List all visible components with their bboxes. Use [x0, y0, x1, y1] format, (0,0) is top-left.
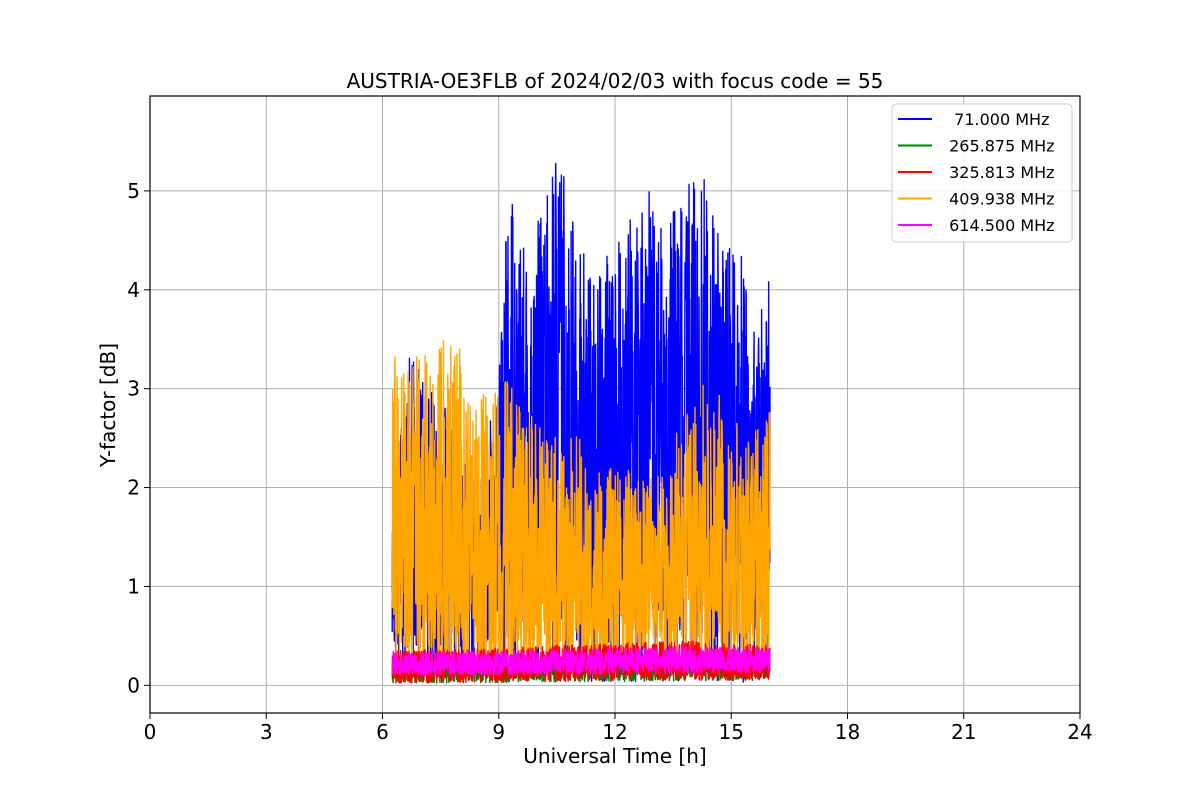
- legend-entry-2: 325.813 MHz: [944, 163, 1055, 182]
- x-tick-label: 3: [260, 720, 273, 744]
- y-tick-label: 3: [127, 377, 140, 401]
- y-axis-title: Y-factor [dB]: [96, 343, 120, 468]
- series-line-3: [391, 340, 771, 667]
- y-tick-label: 5: [127, 179, 140, 203]
- x-axis-title: Universal Time [h]: [523, 744, 706, 768]
- y-tick-label: 2: [127, 476, 140, 500]
- legend-entry-4: 614.500 MHz: [944, 216, 1055, 235]
- chart-title: AUSTRIA-OE3FLB of 2024/02/03 with focus …: [347, 69, 884, 93]
- y-tick-label: 1: [127, 574, 140, 598]
- x-tick-label: 0: [144, 720, 157, 744]
- legend-entry-1: 265.875 MHz: [944, 137, 1055, 156]
- x-tick-label: 15: [719, 720, 744, 744]
- x-tick-label: 6: [376, 720, 389, 744]
- legend-entry-0: 71.000 MHz: [944, 110, 1049, 129]
- x-tick-label: 9: [492, 720, 505, 744]
- legend: 71.000 MHz 265.875 MHz 325.813 MHz 409.9…: [891, 103, 1073, 243]
- x-tick-label: 18: [835, 720, 860, 744]
- series-line-4: [391, 645, 771, 677]
- legend-entry-3: 409.938 MHz: [944, 190, 1055, 209]
- x-tick-label: 24: [1067, 720, 1092, 744]
- y-tick-label: 4: [127, 278, 140, 302]
- y-tick-label: 0: [127, 673, 140, 697]
- legend-box: [891, 103, 1073, 243]
- x-tick-label: 21: [951, 720, 976, 744]
- series-layer: [391, 162, 771, 684]
- x-tick-label: 12: [602, 720, 627, 744]
